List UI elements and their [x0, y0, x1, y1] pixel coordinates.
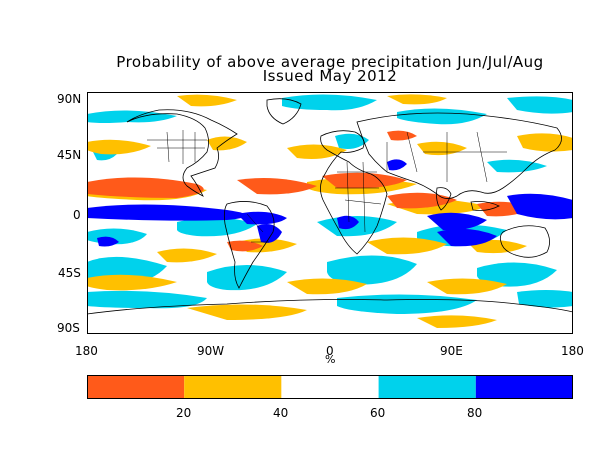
y-tick-label: 90S: [57, 321, 80, 335]
color-legend: [87, 375, 573, 399]
red-regions: [87, 130, 533, 252]
x-tick-label: 180: [561, 344, 584, 358]
country-borders: [147, 130, 507, 243]
x-tick-label: 90E: [440, 344, 463, 358]
y-tick-label: 45N: [57, 148, 82, 162]
y-tick-label: 0: [73, 208, 81, 222]
blue-regions: [87, 159, 573, 247]
map-title: Probability of above average precipitati…: [116, 53, 544, 71]
legend-swatch: [281, 375, 379, 399]
legend-swatch: [475, 375, 573, 399]
x-tick-label: 90W: [197, 344, 225, 358]
legend-tick-label: 20: [176, 406, 192, 420]
y-tick-label: 45S: [58, 266, 81, 280]
legend-swatch: [87, 375, 185, 399]
legend-tick-label: 80: [467, 406, 483, 420]
legend-swatch: [378, 375, 476, 399]
legend-tick-label: 60: [370, 406, 386, 420]
map-subtitle: Issued May 2012: [262, 67, 398, 85]
map-frame: [87, 92, 573, 334]
y-tick-label: 90N: [57, 92, 82, 106]
map-canvas: [87, 92, 573, 334]
precipitation-map: [87, 92, 573, 334]
x-tick-label: 0: [326, 344, 334, 358]
x-axis-unit: %: [325, 353, 336, 366]
legend-swatch: [184, 375, 282, 399]
legend-tick-label: 40: [273, 406, 289, 420]
legend-bar: [87, 375, 573, 399]
coastlines: [87, 98, 573, 315]
x-tick-label: 180: [75, 344, 98, 358]
legend-frame: [87, 375, 573, 399]
